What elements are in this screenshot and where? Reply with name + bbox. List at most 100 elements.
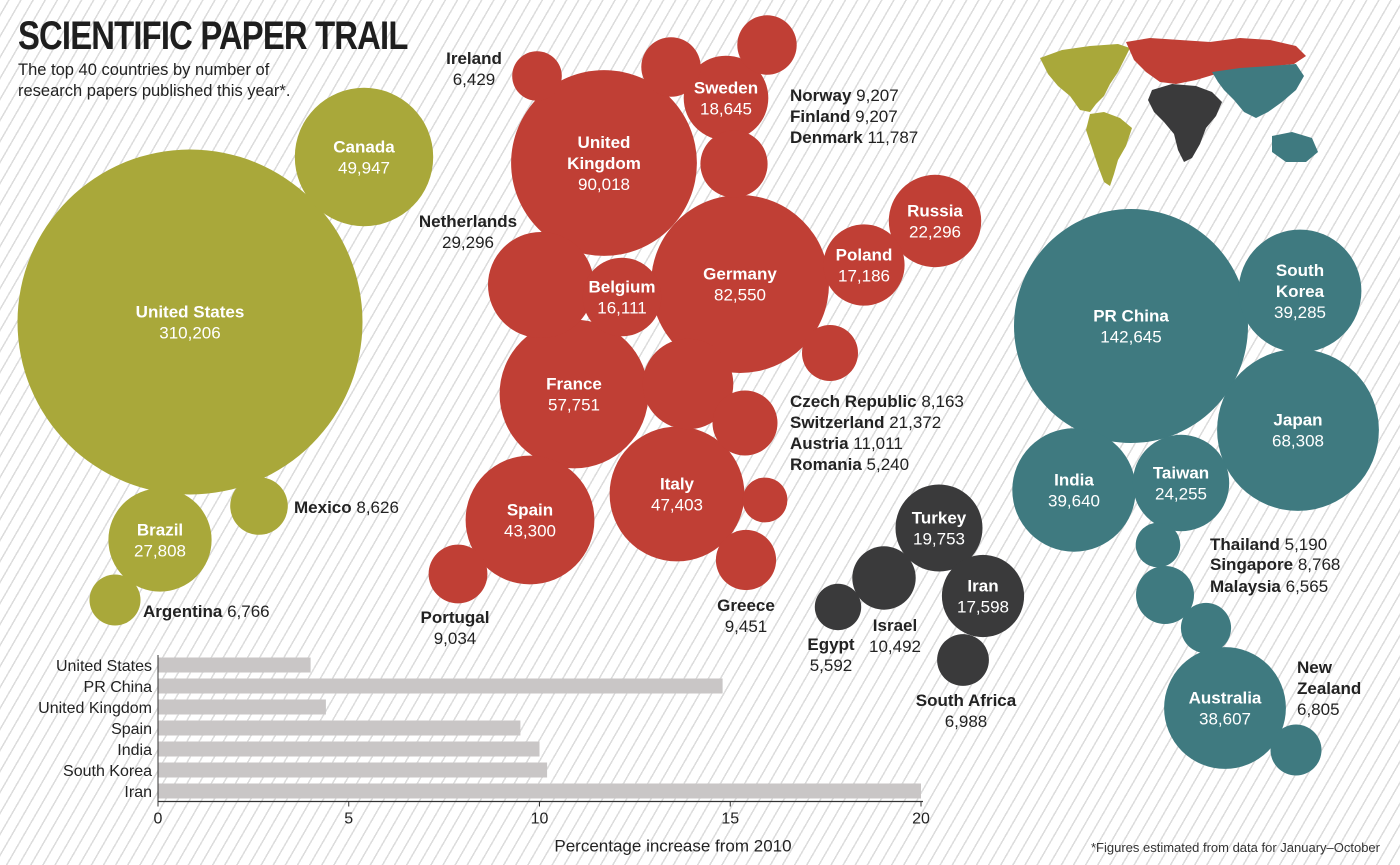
bubble-country-name: Finland [790,107,850,126]
bubble-iran [941,554,1025,638]
bubble-label-italy: Italy 47,403 [651,475,703,515]
bubble-country-name: Spain [507,501,553,520]
bubble-label-denmark: Denmark 11,787 [790,128,918,147]
bubble-label-south-africa: South Africa 6,988 [916,691,1017,731]
bubble-norway [737,15,797,75]
region-map-asia [1212,64,1318,162]
bubble-label-united-kingdom: United Kingdom 90,018 [567,133,641,194]
bar-iran [158,783,921,799]
bubble-value: 8,163 [917,392,964,411]
bubble-value: 17,186 [838,267,890,286]
bubble-label-ireland: Ireland 6,429 [446,49,502,89]
bar-category-label: PR China [84,679,153,696]
bubble-value: 38,607 [1199,710,1251,729]
bubble-value: 8,768 [1293,555,1340,574]
bubble-country-name: Canada [333,138,395,157]
bubble-label-south-korea: South Korea 39,285 [1274,261,1326,322]
bubble-country-name: Zealand [1297,679,1361,698]
bubble-value: 6,988 [945,712,988,731]
bubble-italy [609,426,745,562]
bubble-country-name: Switzerland [790,413,884,432]
bubble-country-name: Iran [967,577,998,596]
svg-text:Malaysia 6,565: Malaysia 6,565 [1210,577,1328,596]
bubble-label-norway: Norway 9,207 [790,86,899,105]
bubble-label-russia: Russia 22,296 [907,202,963,242]
chart-title: SCIENTIFIC PAPER TRAIL [18,14,408,58]
bar-category-label: South Korea [63,763,152,780]
bubble-label-india: India 39,640 [1048,471,1100,511]
bubble-country-name: United [578,133,631,152]
map-north-america [1040,44,1130,112]
bubble-netherlands [488,232,594,338]
bubble-value: 142,645 [1100,328,1161,347]
bubble-label-greece: Greece 9,451 [717,596,775,636]
bubble-country-name: Netherlands [419,212,517,231]
bubble-value: 49,947 [338,159,390,178]
svg-text:Singapore 8,768: Singapore 8,768 [1210,555,1340,574]
bubble-country-name: Ireland [446,49,502,68]
bubble-south-africa [937,634,989,686]
svg-text:Mexico 8,626: Mexico 8,626 [294,498,399,517]
svg-text:Denmark 11,787: Denmark 11,787 [790,128,918,147]
bubble-czech-republic [802,325,858,381]
bubble-country-name: Denmark [790,128,863,147]
bubble-value: 9,034 [434,629,477,648]
svg-text:Thailand 5,190: Thailand 5,190 [1210,535,1327,554]
bubble-france [499,319,649,469]
bar-united-states [158,657,311,673]
bar-x-tick-label: 0 [154,811,163,828]
bubble-country-name: United States [136,303,245,322]
svg-text:Switzerland 21,372: Switzerland 21,372 [790,413,941,432]
bubble-country-name: Greece [717,596,775,615]
bubble-spain [465,455,595,585]
bar-x-tick-label: 5 [344,811,353,828]
svg-text:Austria 11,011: Austria 11,011 [790,434,903,453]
bubble-ireland [512,51,562,101]
bubble-label-poland: Poland 17,186 [836,246,893,286]
bubble-label-taiwan: Taiwan 24,255 [1153,464,1209,504]
bubble-poland [823,224,905,306]
bar-category-label: India [117,742,152,759]
bubble-country-name: Korea [1276,282,1325,301]
bubble-denmark [700,130,768,198]
bubble-value: 6,805 [1297,700,1340,719]
svg-text:Norway 9,207: Norway 9,207 [790,86,899,105]
bubble-value: 9,207 [850,107,897,126]
bubble-label-germany: Germany 82,550 [703,265,777,305]
bubble-singapore [1136,566,1194,624]
bubble-country-name: Romania [790,455,862,474]
bubble-thailand [1135,522,1181,568]
bubble-label-sweden: Sweden 18,645 [694,79,758,119]
bubble-value: 6,429 [453,70,496,89]
bubble-value: 27,808 [134,542,186,561]
bubble-label-france: France 57,751 [546,375,602,415]
bar-india [158,741,540,757]
bubble-austria [712,390,778,456]
bubble-label-new-zealand: New Zealand 6,805 [1297,658,1361,719]
bubble-label-thailand: Thailand 5,190 [1210,535,1327,554]
bubble-value: 5,240 [862,455,909,474]
bubble-country-name: Japan [1273,411,1322,430]
bubble-value: 39,285 [1274,303,1326,322]
bubble-taiwan [1132,434,1230,532]
bubble-country-name: Norway [790,86,852,105]
bubble-country-name: Israel [873,616,917,635]
bubble-country-name: Turkey [912,509,967,528]
bubble-label-iran: Iran 17,598 [957,577,1009,617]
bubble-label-malaysia: Malaysia 6,565 [1210,577,1328,596]
bubble-value: 22,296 [909,223,961,242]
bubble-label-australia: Australia 38,607 [1189,689,1262,729]
bubble-pr-china [1014,209,1248,443]
bar-south-korea [158,762,548,778]
bubble-label-romania: Romania 5,240 [790,455,909,474]
bar-spain [158,720,521,736]
svg-text:Czech Republic 8,163: Czech Republic 8,163 [790,392,964,411]
bubble-value: 16,111 [597,299,646,318]
bubble-country-name: Poland [836,246,893,265]
bubble-country-name: Belgium [588,278,655,297]
bubble-value: 6,766 [222,602,269,621]
bubble-country-name: PR China [1093,307,1169,326]
bubble-country-name: Czech Republic [790,392,917,411]
